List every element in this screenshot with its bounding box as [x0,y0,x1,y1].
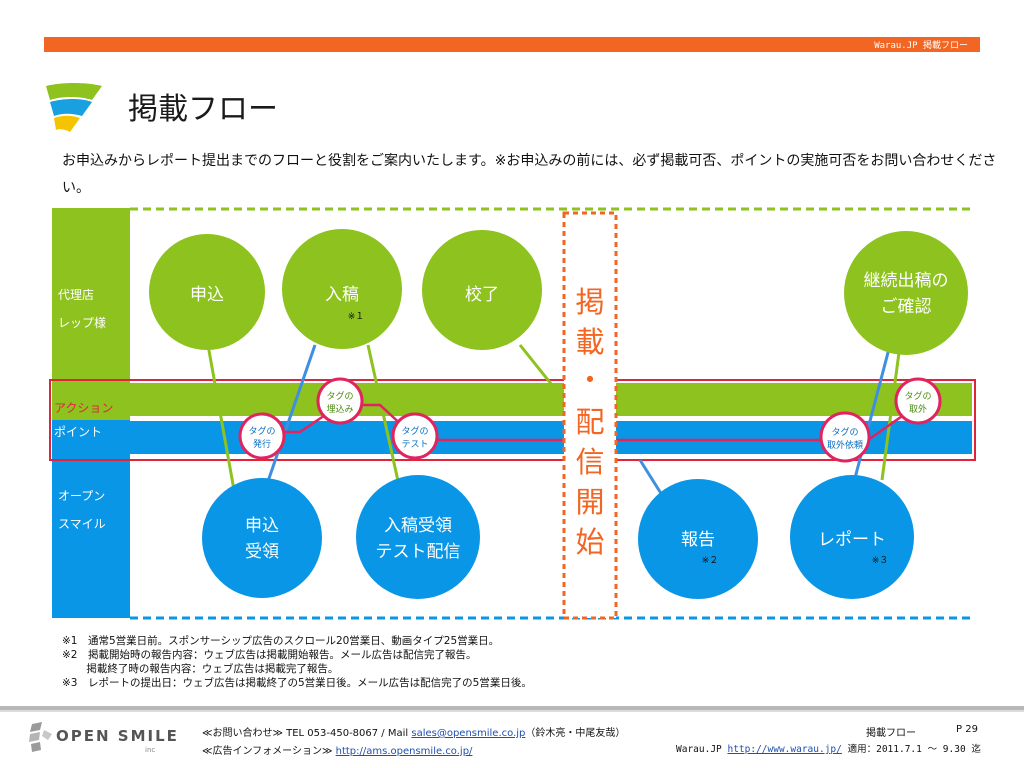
tag-remove-label-1: タグの [904,390,931,402]
tag-remove-label-2: 取外 [909,403,927,415]
milestone-box [562,211,618,620]
lane-label-agency-2: レップ様 [58,316,106,330]
footer-site-prefix: Warau.JP [676,744,728,755]
footer-info-link[interactable]: http://ams.opensmile.co.jp/ [335,746,473,757]
milestone-char-4: 配 [575,405,604,439]
action-band [130,383,972,416]
node-receive-label-2: 受領 [245,542,279,562]
footnote-2b: 掲載終了時の報告内容：ウェブ広告は掲載完了報告。 [62,663,339,675]
milestone-char-6: 開 [575,485,604,519]
node-receive [202,478,322,598]
milestone-char-2: 載 [575,325,604,359]
tag-embed-label-1: タグの [326,390,353,402]
lane-label-point: ポイント [54,425,102,439]
node-proof-label: 校了 [465,285,499,305]
tag-issue-label-2: 発行 [253,438,271,450]
lane-opensmile-bg [52,450,130,618]
footnote-3: ※3 レポートの提出日：ウェブ広告は掲載終了の5営業日後。メール広告は配信完了の… [62,677,532,689]
header-bar-text: Warau.JP 掲載フロー [874,41,968,51]
footer-applies: 適用：2011.7.1 ～ 9.30 迄 [841,744,981,755]
node-submit-label: 入稿 [325,285,359,305]
milestone-char-1: 掲 [575,285,604,319]
node-report2-note: ※３ [872,556,889,566]
footer-divider-shadow [0,710,1024,712]
intro-text: お申込みからレポート提出までのフローと役割をご案内いたします。※お申込みの前には… [62,153,997,196]
node-report2 [790,475,914,599]
connector-continue-band [880,344,902,481]
tag-remove-request-label-1: タグの [831,426,858,438]
tag-embed: タグの 埋込み [316,377,364,425]
node-apply-label: 申込 [190,285,224,305]
connector-apply-receive [206,344,236,491]
node-continue [844,231,968,355]
tag-remove: タグの 取外 [894,377,942,425]
node-apply [149,234,265,350]
footer-logo-text: OPEN SMILE [56,727,179,745]
node-submit-receive [356,475,480,599]
node-continue-label-1: 継続出稿の [864,271,949,291]
footer-divider [0,706,1024,710]
node-report-note: ※２ [702,556,719,566]
tag-test: タグの テスト [391,412,439,460]
footer-contact: ≪お問い合わせ≫ TEL 053-450-8067 / Mail sales@o… [202,724,625,739]
lane-point-bg [52,420,130,450]
footer-logo-sub: inc [145,746,156,754]
action-point-frame [49,379,976,461]
footer-contact-suffix: （鈴木亮・中尾友哉） [525,728,626,739]
footer-doc-title: 掲載フロー [866,728,916,739]
milestone-char-5: 信 [575,445,604,479]
footer-site-link[interactable]: http://www.warau.jp/ [727,744,842,755]
tag-embed-label-2: 埋込み [326,404,353,415]
node-submit-receive-label-2: テスト配信 [376,542,461,562]
opensmile-logo-icon [29,722,52,752]
node-proof [422,230,542,350]
connector-start-report [638,459,664,496]
tag-issue-label-1: タグの [248,425,275,437]
lane-label-opensmile-1: オープン [58,489,105,503]
footer-contact-prefix: ≪お問い合わせ≫ TEL 053-450-8067 / Mail [202,728,412,739]
tag-test-label-2: テスト [401,439,428,450]
connector-proof-start [518,344,554,386]
lane-label-agency-1: 代理店 [58,288,94,302]
footer-site: Warau.JP http://www.warau.jp/ 適用：2011.7.… [676,741,981,755]
node-submit-note: ※１ [348,312,365,322]
tag-remove-request: タグの 取外依頼 [819,411,871,463]
connector-submit-test [366,344,402,491]
milestone-char-3: ・ [575,363,604,397]
node-submit [282,229,402,349]
node-submit-receive-label-1: 入稿受領 [384,516,452,536]
node-receive-label-1: 申込 [245,516,279,536]
connector-submit-receive [263,344,317,491]
node-report2-label: レポート [818,530,886,550]
node-report-label: 報告 [681,530,715,550]
footer-info-prefix: ≪広告インフォメーション≫ [202,746,336,757]
footer-contact-mail-link[interactable]: sales@opensmile.co.jp [411,728,526,739]
footnote-1: ※1 通常5営業日前。スポンサーシップ広告のスクロール20営業日、動画タイプ25… [62,635,500,647]
milestone-char-7: 始 [575,525,604,559]
tag-issue: タグの 発行 [238,412,286,460]
lane-label-opensmile-2: スマイル [58,517,106,531]
lane-label-action: アクション [54,401,113,415]
footnote-2: ※2 掲載開始時の報告内容：ウェブ広告は掲載開始報告。メール広告は配信完了報告。 [62,649,477,661]
tag-remove-request-label-2: 取外依頼 [827,439,863,451]
footer-info: ≪広告インフォメーション≫ http://ams.opensmile.co.jp… [202,742,472,757]
page-title: 掲載フロー [128,92,278,127]
footer-page-number: P 29 [956,724,978,735]
warau-logo-icon [46,83,102,132]
tag-test-label-1: タグの [401,425,428,437]
node-report [638,479,758,599]
header-bar: Warau.JP 掲載フロー [44,37,980,52]
node-continue-label-2: ご確認 [881,297,932,317]
